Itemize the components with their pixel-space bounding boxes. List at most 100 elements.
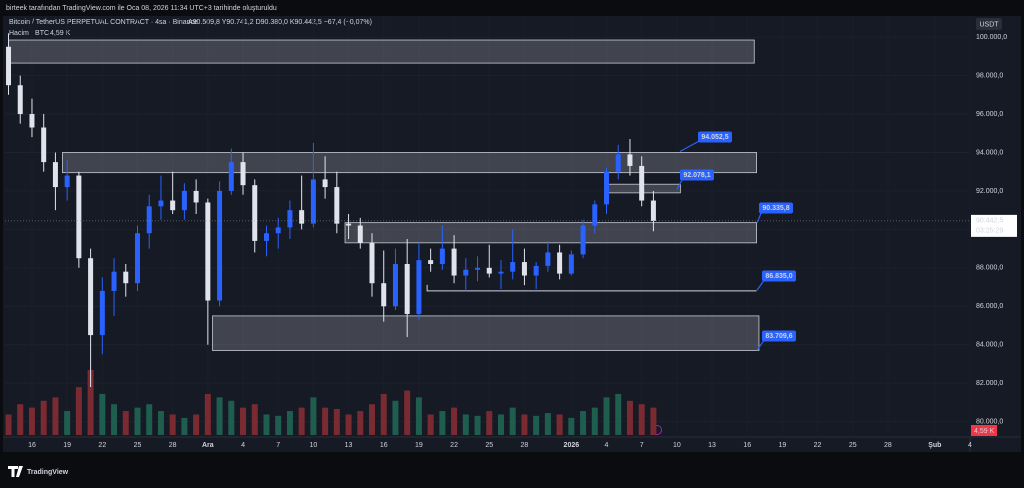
candle-body bbox=[604, 171, 610, 205]
x-tick-label: 13 bbox=[708, 442, 716, 449]
volume-bar bbox=[415, 397, 422, 435]
x-tick-label: 16 bbox=[380, 442, 388, 449]
candle-body bbox=[510, 262, 516, 272]
volume-bar bbox=[345, 414, 352, 435]
x-tick-label: 4 bbox=[605, 442, 609, 449]
candle-body bbox=[463, 269, 469, 276]
x-tick-label: 10 bbox=[309, 442, 317, 449]
candle-body bbox=[486, 267, 492, 274]
candle-body bbox=[310, 179, 316, 224]
callout-label: 86.835,0 bbox=[765, 273, 792, 280]
volume-bar bbox=[462, 414, 469, 435]
volume-bar bbox=[615, 393, 622, 435]
volume-bar bbox=[650, 407, 657, 435]
candle-body bbox=[228, 162, 234, 191]
logo-icon bbox=[8, 466, 23, 477]
currency: USDT bbox=[979, 21, 999, 28]
volume-bar bbox=[275, 415, 282, 435]
x-tick-label: 7 bbox=[276, 442, 280, 449]
volume-bar bbox=[286, 411, 293, 435]
currency-box bbox=[976, 18, 1002, 30]
candle-body bbox=[650, 200, 656, 221]
candle-body bbox=[88, 258, 94, 336]
x-tick-label: 22 bbox=[814, 442, 822, 449]
volume-bar bbox=[486, 411, 493, 435]
volume-bar bbox=[544, 413, 551, 435]
callout-box bbox=[759, 202, 793, 214]
x-tick-label: 28 bbox=[169, 442, 177, 449]
y-tick-label: 98.000,0 bbox=[976, 72, 1003, 79]
x-tick-label: Ara bbox=[202, 442, 214, 449]
y-tick-label: 96.000,0 bbox=[976, 111, 1003, 118]
candle-body bbox=[299, 210, 305, 224]
candle-body bbox=[545, 252, 551, 266]
candle-body bbox=[275, 227, 281, 234]
candle-body bbox=[99, 290, 105, 336]
volume-title: Hacim · BTC bbox=[9, 30, 49, 37]
candle-body bbox=[521, 262, 527, 276]
credit: birteek tarafından TradingView.com ile O… bbox=[6, 5, 277, 12]
last-price-box bbox=[971, 214, 1017, 237]
volume-bar bbox=[380, 393, 387, 435]
y-tick-label: 80.000,0 bbox=[976, 418, 1003, 425]
candle-body bbox=[193, 190, 199, 203]
volume-bar bbox=[40, 400, 47, 435]
candle-body bbox=[381, 283, 387, 307]
level-line bbox=[426, 284, 757, 292]
candle-body bbox=[568, 254, 574, 274]
zone bbox=[62, 152, 757, 174]
volume-bar bbox=[169, 414, 176, 435]
volume-bar bbox=[193, 414, 200, 435]
volume-bar bbox=[357, 411, 364, 435]
candle-body bbox=[392, 263, 398, 307]
y-tick-label: 94.000,0 bbox=[976, 149, 1003, 156]
volume-bar bbox=[392, 400, 399, 435]
candle-body bbox=[475, 267, 481, 270]
candle-body bbox=[627, 154, 633, 166]
volume-bar bbox=[87, 370, 94, 435]
x-tick-label: 19 bbox=[778, 442, 786, 449]
y-tick-label: 82.000,0 bbox=[976, 380, 1003, 387]
candle-body bbox=[64, 175, 70, 188]
footer-brand: TradingView bbox=[27, 469, 69, 476]
volume-bar bbox=[181, 417, 188, 435]
y-tick-label: 84.000,0 bbox=[976, 342, 1003, 349]
candle-body bbox=[158, 200, 164, 207]
x-tick-label: 2026 bbox=[564, 442, 580, 449]
candle-body bbox=[205, 202, 211, 301]
volume-bar bbox=[556, 414, 563, 435]
volume-bar bbox=[322, 407, 329, 435]
x-tick-label: 25 bbox=[134, 442, 142, 449]
candle-body bbox=[263, 233, 269, 241]
candle-body bbox=[76, 175, 82, 259]
candle-body bbox=[52, 162, 58, 188]
volume-bar bbox=[533, 415, 540, 435]
volume-bar bbox=[5, 414, 12, 435]
zone bbox=[8, 39, 755, 64]
volume-bar bbox=[310, 397, 317, 435]
volume-bar bbox=[626, 400, 633, 435]
callout-label: 94.052,5 bbox=[701, 134, 728, 141]
x-tick-label: 19 bbox=[63, 442, 71, 449]
volume-bar bbox=[52, 397, 59, 435]
candle-body bbox=[416, 260, 422, 314]
volume-bar bbox=[497, 414, 504, 435]
candle-body bbox=[29, 114, 35, 128]
candle-body bbox=[170, 200, 176, 211]
volume-bar bbox=[580, 411, 587, 435]
volume-bar bbox=[157, 411, 164, 435]
candle-body bbox=[557, 252, 563, 274]
volume-bar bbox=[439, 411, 446, 435]
callout-label: 92.078,1 bbox=[683, 172, 710, 179]
volume-bar bbox=[75, 387, 82, 435]
volume-bar bbox=[146, 404, 153, 435]
x-tick-label: 4 bbox=[968, 442, 972, 449]
candle-body bbox=[369, 242, 375, 284]
last-price: 90.442,5 bbox=[976, 218, 1003, 225]
symbol: Bitcoin / TetherUS PERPETUAL CONTRACT · … bbox=[9, 19, 198, 26]
volume-bar bbox=[568, 417, 575, 435]
candle-body bbox=[123, 271, 129, 284]
candle-body bbox=[615, 154, 621, 172]
